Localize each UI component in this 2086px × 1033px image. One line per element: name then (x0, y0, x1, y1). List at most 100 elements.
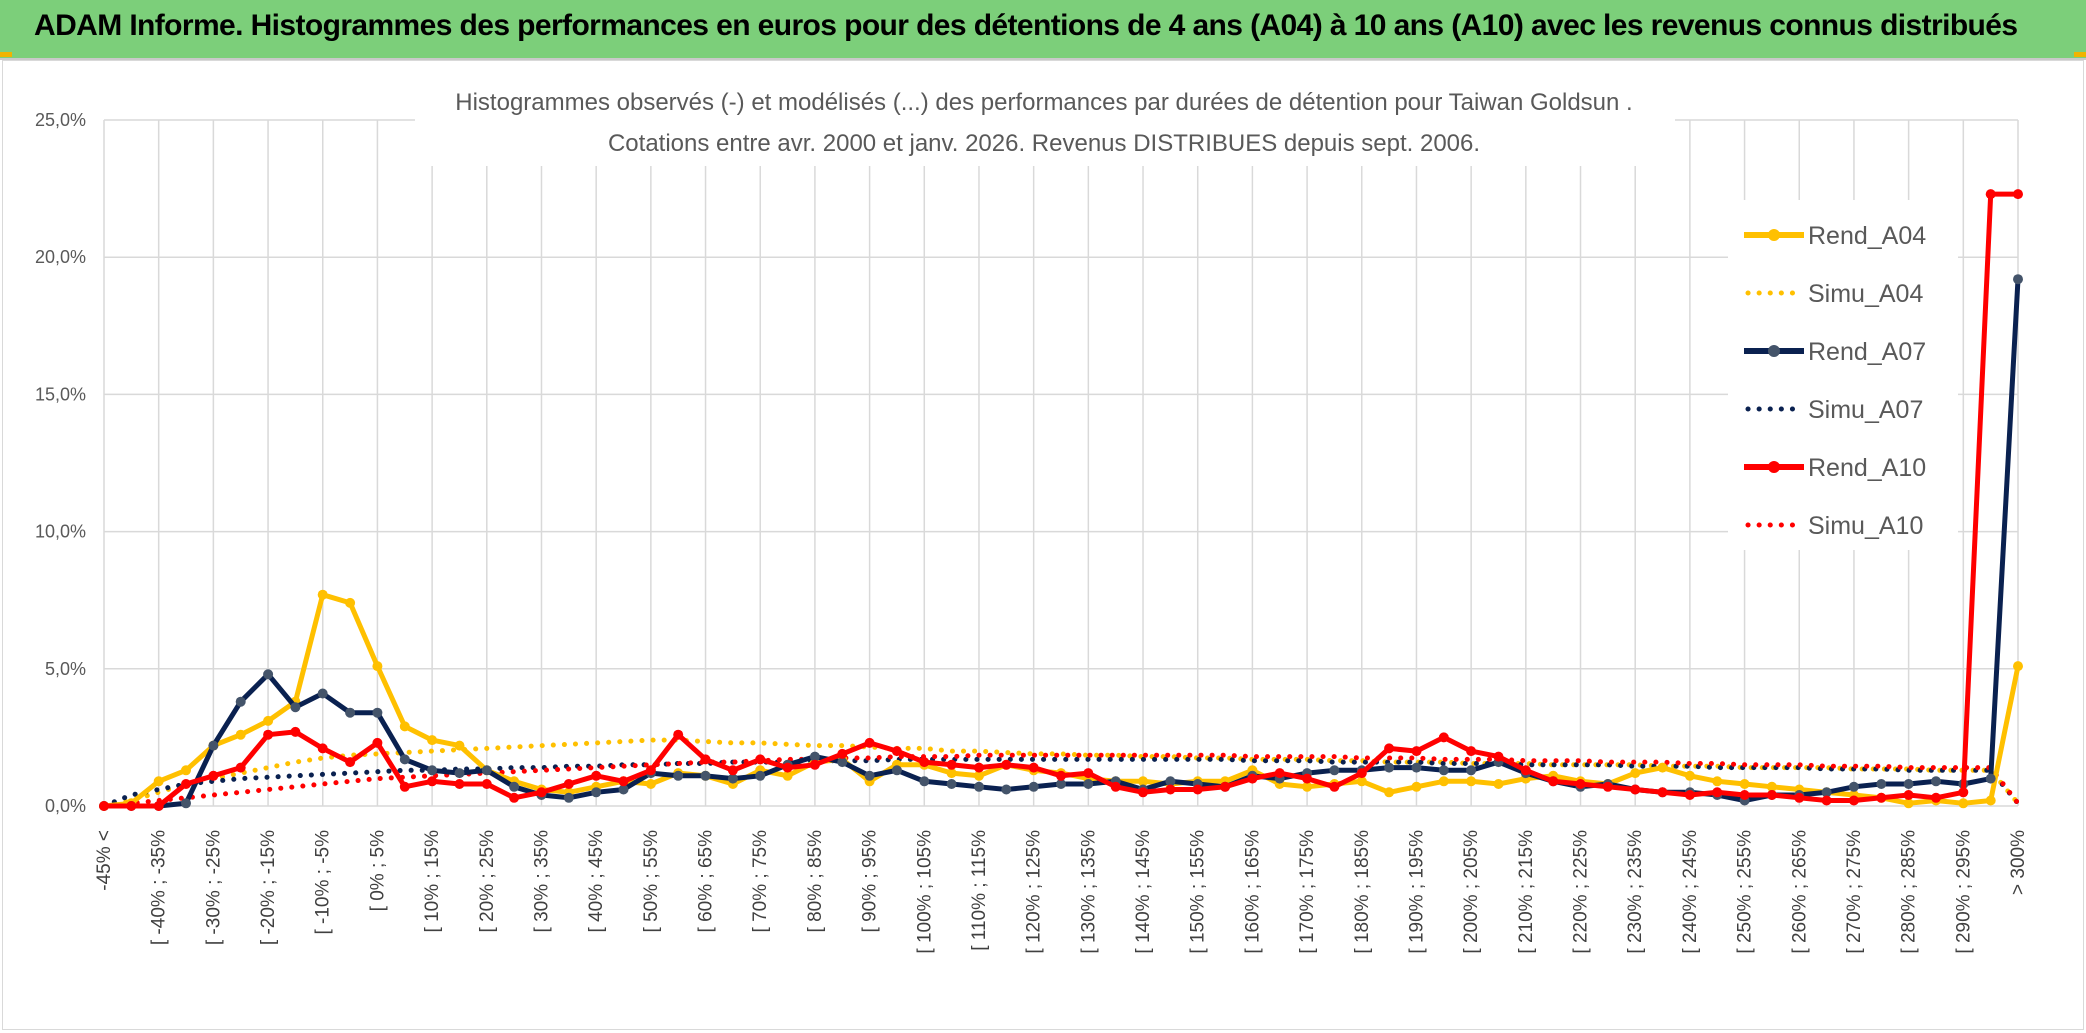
data-point (1876, 779, 1887, 789)
y-tick-label: 20,0% (35, 247, 86, 267)
data-point (153, 801, 164, 811)
data-point (864, 770, 875, 781)
x-tick-label: [ 20% ; 25% (477, 830, 498, 933)
chart-title: Histogrammes observés (-) et modélisés (… (455, 89, 1632, 116)
data-point (1110, 781, 1121, 792)
x-tick-label: [ 40% ; 45% (586, 830, 607, 933)
data-point (618, 776, 629, 787)
data-point (1602, 781, 1613, 792)
data-point (372, 661, 383, 672)
data-point (591, 770, 602, 781)
data-point (1739, 790, 1750, 800)
data-point (208, 770, 219, 781)
data-point (727, 765, 738, 776)
data-point (2013, 661, 2023, 672)
x-tick-label: [ 70% ; 75% (750, 830, 771, 933)
data-point (1384, 787, 1395, 798)
x-tick-label: [ 10% ; 15% (422, 830, 443, 933)
data-point (563, 792, 574, 803)
data-point (153, 776, 164, 787)
x-tick-label: [ 270% ; 275% (1844, 830, 1865, 954)
data-point (1028, 762, 1039, 773)
data-point (974, 781, 984, 792)
data-point (1876, 792, 1887, 803)
series-line-simu_a07 (101, 756, 2021, 809)
data-point (755, 754, 766, 765)
data-point (1083, 779, 1094, 789)
legend-label: Simu_A10 (1808, 512, 1923, 540)
data-point (864, 737, 875, 748)
data-point (290, 726, 301, 737)
report-banner: ADAM Informe. Histogrammes des performan… (0, 0, 2086, 60)
data-point (563, 779, 574, 789)
data-point (181, 779, 191, 789)
data-point (1766, 790, 1777, 800)
data-point (974, 770, 984, 781)
data-point (946, 768, 957, 779)
data-point (317, 589, 328, 600)
data-point (2013, 189, 2023, 200)
data-point (1575, 779, 1586, 789)
data-point (1138, 776, 1148, 787)
data-point (974, 762, 984, 773)
data-point (1985, 773, 1996, 784)
data-point (1630, 768, 1641, 779)
x-tick-label: [ 230% ; 235% (1625, 830, 1646, 954)
data-point (837, 757, 848, 768)
data-point (946, 779, 957, 789)
data-point (181, 798, 191, 809)
data-point (1848, 795, 1859, 806)
data-point (536, 787, 547, 798)
data-point (727, 773, 738, 784)
data-point (208, 740, 219, 751)
data-point (1848, 781, 1859, 792)
data-point (399, 781, 410, 792)
data-point (99, 801, 109, 811)
data-point (1657, 787, 1668, 798)
data-point (1001, 759, 1012, 770)
y-tick-label: 10,0% (35, 522, 86, 542)
x-tick-label: -45% < (94, 830, 115, 891)
data-point (1985, 795, 1996, 806)
data-point (235, 696, 246, 707)
x-tick-label: > 300% (2008, 830, 2029, 895)
corner-accent-left (0, 52, 12, 57)
data-point (1520, 765, 1531, 776)
data-point (891, 765, 902, 776)
y-tick-label: 0,0% (45, 796, 86, 816)
data-point (263, 669, 274, 680)
data-point (263, 729, 274, 740)
x-tick-label: [ 50% ; 55% (641, 830, 662, 933)
data-point (618, 784, 629, 795)
data-point (181, 765, 191, 776)
data-point (235, 729, 246, 740)
data-point (1903, 790, 1914, 800)
data-point (1056, 770, 1066, 781)
data-point (1384, 743, 1395, 754)
y-tick-label: 25,0% (35, 110, 86, 130)
data-point (1411, 781, 1422, 792)
data-point (1493, 751, 1504, 762)
data-point (1821, 787, 1832, 798)
data-point (1384, 762, 1395, 773)
data-point (1931, 776, 1941, 787)
data-point (946, 759, 957, 770)
series-line-simu_a10 (101, 752, 2021, 809)
data-point (427, 765, 438, 776)
data-point (755, 770, 766, 781)
data-point (454, 779, 465, 789)
data-point (645, 779, 656, 789)
x-tick-label: [ 290% ; 295% (1953, 830, 1974, 954)
data-point (454, 740, 465, 751)
data-point (372, 707, 383, 718)
data-point (317, 688, 328, 699)
data-point (1684, 770, 1695, 781)
legend-label: Rend_A07 (1808, 338, 1926, 366)
data-point (1438, 776, 1449, 787)
data-point (1329, 781, 1340, 792)
legend-marker (1768, 229, 1780, 241)
legend-marker (1768, 345, 1780, 357)
x-tick-label: [ 80% ; 85% (805, 830, 826, 933)
x-tick-label: [ 260% ; 265% (1789, 830, 1810, 954)
